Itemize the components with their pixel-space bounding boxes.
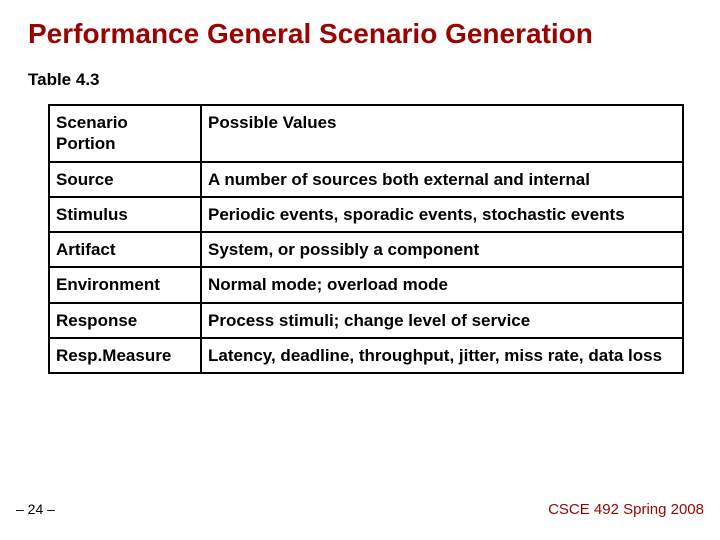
footer: – 24 – CSCE 492 Spring 2008 (16, 501, 704, 518)
table-row: Resp.Measure Latency, deadline, throughp… (49, 338, 683, 373)
table-caption: Table 4.3 (0, 50, 720, 90)
table-cell: Scenario Portion (49, 105, 201, 162)
table-row: Stimulus Periodic events, sporadic event… (49, 197, 683, 232)
table-row: Response Process stimuli; change level o… (49, 303, 683, 338)
table-cell: Artifact (49, 232, 201, 267)
table-cell: Latency, deadline, throughput, jitter, m… (201, 338, 683, 373)
table-cell: Resp.Measure (49, 338, 201, 373)
table-row: Scenario Portion Possible Values (49, 105, 683, 162)
table-cell: A number of sources both external and in… (201, 162, 683, 197)
slide-number: – 24 – (16, 501, 55, 518)
scenario-table: Scenario Portion Possible Values Source … (48, 104, 684, 374)
table-row: Artifact System, or possibly a component (49, 232, 683, 267)
table-cell: Response (49, 303, 201, 338)
table-cell: Environment (49, 267, 201, 302)
table-row: Source A number of sources both external… (49, 162, 683, 197)
table-cell: System, or possibly a component (201, 232, 683, 267)
scenario-table-container: Scenario Portion Possible Values Source … (48, 104, 684, 374)
table-row: Environment Normal mode; overload mode (49, 267, 683, 302)
course-label: CSCE 492 Spring 2008 (548, 501, 704, 518)
table-cell: Source (49, 162, 201, 197)
table-cell: Possible Values (201, 105, 683, 162)
page-title: Performance General Scenario Generation (0, 0, 720, 50)
table-cell: Normal mode; overload mode (201, 267, 683, 302)
table-cell: Periodic events, sporadic events, stocha… (201, 197, 683, 232)
table-cell: Stimulus (49, 197, 201, 232)
table-cell: Process stimuli; change level of service (201, 303, 683, 338)
